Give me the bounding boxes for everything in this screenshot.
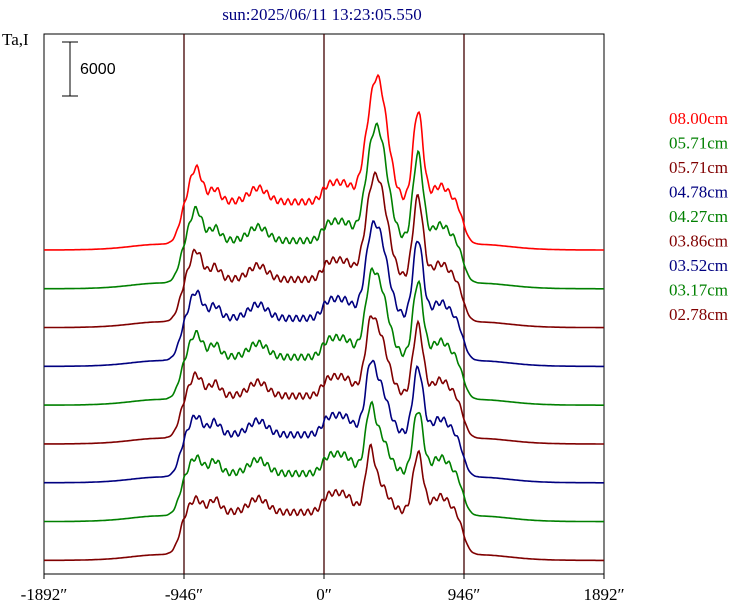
x-tick-label: 0″ <box>316 585 332 604</box>
legend-entry: 03.17cm <box>669 281 728 300</box>
chart-title: sun:2025/06/11 13:23:05.550 <box>222 5 422 24</box>
legend-entry: 03.86cm <box>669 232 728 251</box>
series-trace <box>43 220 604 368</box>
profile-traces <box>43 73 604 562</box>
x-tick-label: 1892″ <box>583 585 624 604</box>
series-trace <box>43 400 604 523</box>
legend-entry: 05.71cm <box>669 134 728 153</box>
series-trace <box>43 443 604 562</box>
legend-entry: 04.78cm <box>669 183 728 202</box>
intensity-scale-bar: 6000 <box>62 41 116 97</box>
legend-entry: 04.27cm <box>669 207 728 226</box>
x-tick-label: -946″ <box>165 585 203 604</box>
series-trace <box>43 122 604 290</box>
series-trace <box>43 359 604 484</box>
series-trace <box>43 266 604 406</box>
legend: 08.00cm 05.71cm 05.71cm 04.78cm 04.27cm 03.86… <box>669 109 728 324</box>
legend-entry: 08.00cm <box>669 109 728 128</box>
legend-entry: 02.78cm <box>669 305 728 324</box>
x-tick-label: -1892″ <box>21 585 68 604</box>
series-trace <box>43 315 604 445</box>
series-trace <box>43 73 604 251</box>
series-trace <box>43 171 604 329</box>
x-axis-ticks: -1892″ -946″ 0″ 946″ 1892″ <box>21 574 625 604</box>
x-tick-label: 946″ <box>448 585 481 604</box>
y-axis-label: Ta,I <box>2 30 29 49</box>
legend-entry: 03.52cm <box>669 256 728 275</box>
legend-entry: 05.71cm <box>669 158 728 177</box>
scale-bar-label: 6000 <box>80 61 116 78</box>
